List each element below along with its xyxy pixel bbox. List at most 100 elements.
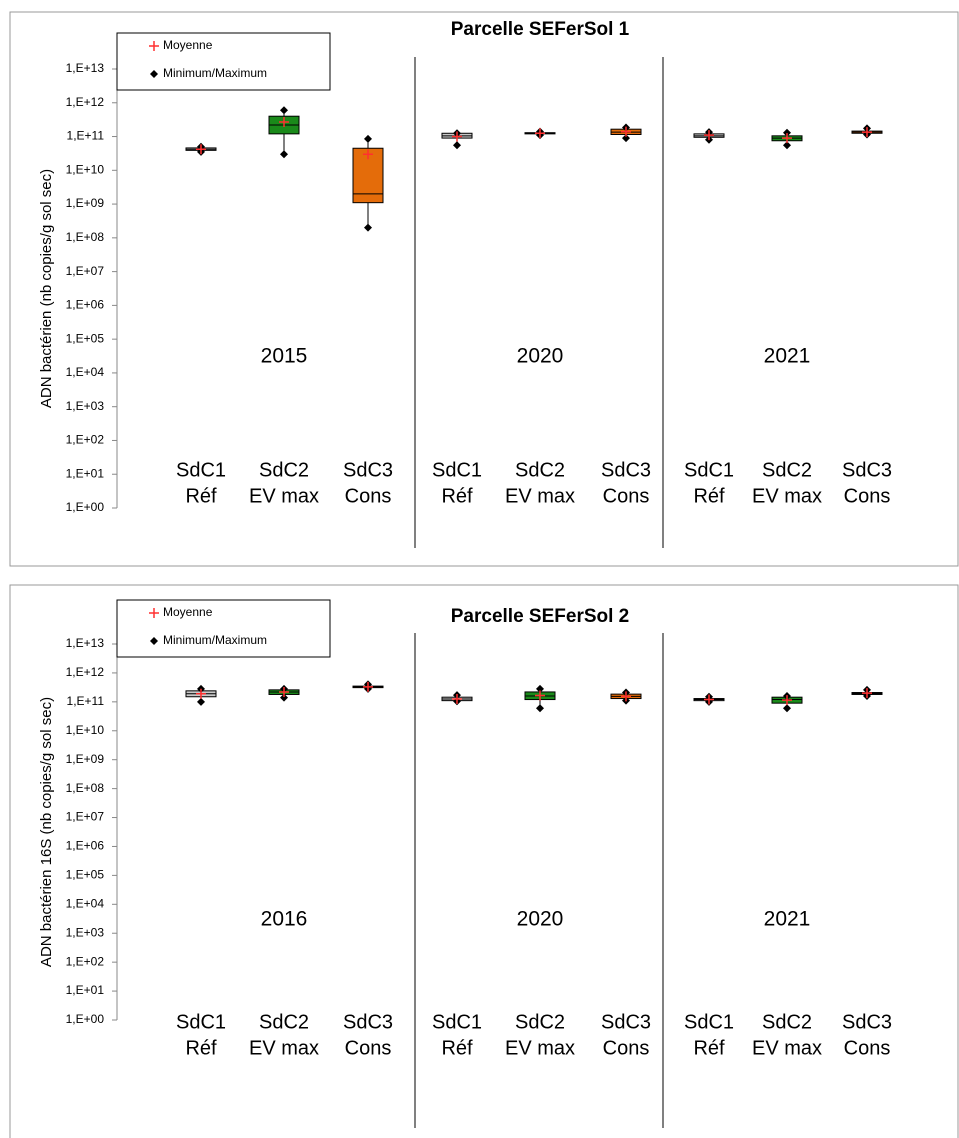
mean-marker xyxy=(363,681,373,692)
y-tick-label: 1,E+00 xyxy=(66,500,105,514)
y-tick-label: 1,E+10 xyxy=(66,162,105,176)
mean-marker xyxy=(196,144,206,155)
y-tick-label: 1,E+04 xyxy=(66,365,105,379)
min-marker xyxy=(536,704,544,713)
x-tick-label: SdC1 xyxy=(176,1011,226,1033)
group-label: 2020 xyxy=(517,908,564,931)
max-marker xyxy=(536,684,544,693)
y-tick-label: 1,E+13 xyxy=(66,636,105,650)
legend-label: Minimum/Maximum xyxy=(163,633,267,647)
x-tick-label: EV max xyxy=(249,1037,319,1059)
legend-mean xyxy=(149,41,159,51)
y-tick-label: 1,E+01 xyxy=(66,983,105,997)
legend xyxy=(116,599,331,658)
x-tick-label: Réf xyxy=(185,485,217,507)
y-tick-label: 1,E+08 xyxy=(66,230,105,244)
panel: Parcelle SEFerSol 1 ADN bactérien (nb cop… xyxy=(9,11,959,567)
mean-marker xyxy=(782,133,792,144)
mean-marker xyxy=(621,691,631,702)
mean-marker xyxy=(535,128,545,139)
min-marker xyxy=(280,150,288,159)
x-tick-label: Cons xyxy=(345,1037,392,1059)
group-label: 2020 xyxy=(517,345,564,368)
x-tick-label: SdC3 xyxy=(601,459,651,481)
min-marker xyxy=(280,693,288,702)
group-label: 2015 xyxy=(261,345,308,368)
x-tick-label: SdC3 xyxy=(343,1011,393,1033)
y-tick-label: 1,E+04 xyxy=(66,896,105,910)
y-tick-label: 1,E+02 xyxy=(66,433,105,447)
y-axis-label: ADN bactérien (nb copies/g sol sec) xyxy=(38,169,55,408)
x-tick-label: SdC2 xyxy=(259,459,309,481)
y-tick-label: 1,E+05 xyxy=(66,331,105,345)
x-tick-label: SdC3 xyxy=(343,459,393,481)
x-tick-label: SdC2 xyxy=(762,459,812,481)
mean-marker xyxy=(452,694,462,705)
x-tick-label: SdC1 xyxy=(684,459,734,481)
legend xyxy=(116,32,331,91)
group-label: 2016 xyxy=(261,908,308,931)
min-marker xyxy=(197,697,205,706)
mean-marker xyxy=(279,116,289,127)
y-tick-label: 1,E+05 xyxy=(66,868,105,882)
x-tick-label: SdC1 xyxy=(684,1011,734,1033)
x-tick-label: SdC1 xyxy=(432,459,482,481)
group-label: 2021 xyxy=(764,908,811,931)
x-tick-label: Cons xyxy=(844,485,891,507)
y-tick-label: 1,E+13 xyxy=(66,61,105,75)
y-tick-label: 1,E+07 xyxy=(66,810,105,824)
y-tick-label: 1,E+01 xyxy=(66,466,105,480)
y-tick-label: 1,E+11 xyxy=(67,694,105,708)
y-tick-label: 1,E+10 xyxy=(66,723,105,737)
frame xyxy=(9,11,959,567)
x-tick-label: SdC1 xyxy=(432,1011,482,1033)
max-marker xyxy=(280,106,288,115)
min-marker xyxy=(783,704,791,713)
y-tick-label: 1,E+09 xyxy=(66,752,105,766)
legend-label: Minimum/Maximum xyxy=(163,66,267,80)
mean-marker xyxy=(704,694,714,705)
min-marker xyxy=(453,141,461,150)
min-marker xyxy=(622,134,630,143)
y-tick-label: 1,E+03 xyxy=(66,925,105,939)
x-tick-label: Réf xyxy=(441,1037,473,1059)
mean-marker xyxy=(363,149,373,160)
x-tick-label: Réf xyxy=(185,1037,217,1059)
x-tick-label: EV max xyxy=(752,485,822,507)
x-tick-label: SdC3 xyxy=(842,459,892,481)
x-tick-label: EV max xyxy=(249,485,319,507)
legend-minmax xyxy=(150,637,158,645)
y-tick-label: 1,E+06 xyxy=(66,839,105,853)
legend-mean xyxy=(149,608,159,618)
y-tick-label: 1,E+06 xyxy=(66,298,105,312)
mean-marker xyxy=(279,686,289,697)
mean-marker xyxy=(621,126,631,137)
y-tick-label: 1,E+00 xyxy=(66,1012,105,1026)
chart-title: Parcelle SEFerSol 1 xyxy=(451,19,630,40)
min-marker xyxy=(364,223,372,232)
mean-marker xyxy=(862,688,872,699)
y-tick-label: 1,E+08 xyxy=(66,781,105,795)
max-marker xyxy=(364,134,372,143)
x-tick-label: SdC3 xyxy=(601,1011,651,1033)
x-tick-label: Réf xyxy=(441,485,473,507)
group-label: 2021 xyxy=(764,345,811,368)
x-tick-label: EV max xyxy=(505,485,575,507)
y-axis-label: ADN bactérien 16S (nb copies/g sol sec) xyxy=(38,697,55,967)
y-tick-label: 1,E+03 xyxy=(66,399,105,413)
mean-marker xyxy=(862,127,872,138)
x-tick-label: Cons xyxy=(603,1037,650,1059)
x-tick-label: SdC3 xyxy=(842,1011,892,1033)
legend-label: Moyenne xyxy=(163,605,213,619)
y-tick-label: 1,E+12 xyxy=(66,665,105,679)
mean-marker xyxy=(782,695,792,706)
y-tick-label: 1,E+09 xyxy=(66,196,105,210)
legend-minmax xyxy=(150,70,158,78)
mean-marker xyxy=(452,131,462,142)
y-tick-label: 1,E+07 xyxy=(66,264,105,278)
x-tick-label: Réf xyxy=(693,1037,725,1059)
panel: Parcelle SEFerSol 2 ADN bactérien 16S (nb… xyxy=(9,584,959,1138)
min-marker xyxy=(783,141,791,150)
x-tick-label: SdC2 xyxy=(515,459,565,481)
